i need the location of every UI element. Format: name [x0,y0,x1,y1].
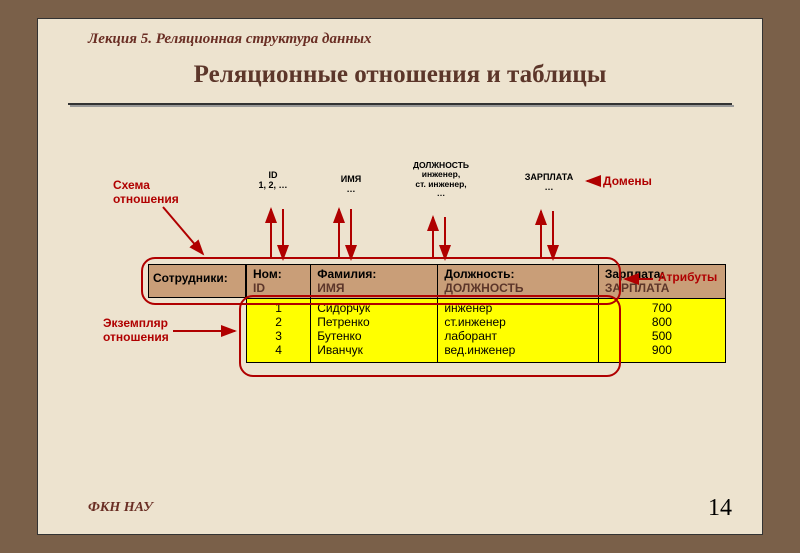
employees-table: Ном:ID Фамилия:ИМЯ Должность:ДОЛЖНОСТЬ З… [246,264,726,363]
domain-cloud-position: ДОЛЖНОСТЬинженер,ст. инженер,… [395,155,487,213]
table-body-row: 1 2 3 4 Сидорчук Петренко Бутенко Иванчу… [247,299,726,363]
page-number: 14 [708,495,732,522]
footer-label: ФКН НАУ [88,500,153,516]
attributes-annotation: Атрибуты [658,271,717,285]
table-header-row: Ном:ID Фамилия:ИМЯ Должность:ДОЛЖНОСТЬ З… [247,265,726,299]
relation-diagram: ID1, 2, … ИМЯ… ДОЛЖНОСТЬинженер,ст. инже… [113,159,693,459]
slide-title: Реляционные отношения и таблицы [38,61,762,89]
table-caption: Сотрудники: [148,264,246,298]
slide: Лекция 5. Реляционная структура данных Р… [37,18,763,535]
lecture-label: Лекция 5. Реляционная структура данных [88,31,372,48]
schema-annotation: Схема отношения [113,179,179,207]
domain-cloud-salary: ЗАРПЛАТА… [513,161,585,209]
domains-annotation: Домены [603,175,652,189]
domain-cloud-name: ИМЯ… [323,163,379,207]
title-rule-shadow [70,105,734,107]
instance-annotation: Экземпляр отношения [103,317,169,345]
domain-cloud-id: ID1, 2, … [243,159,303,207]
